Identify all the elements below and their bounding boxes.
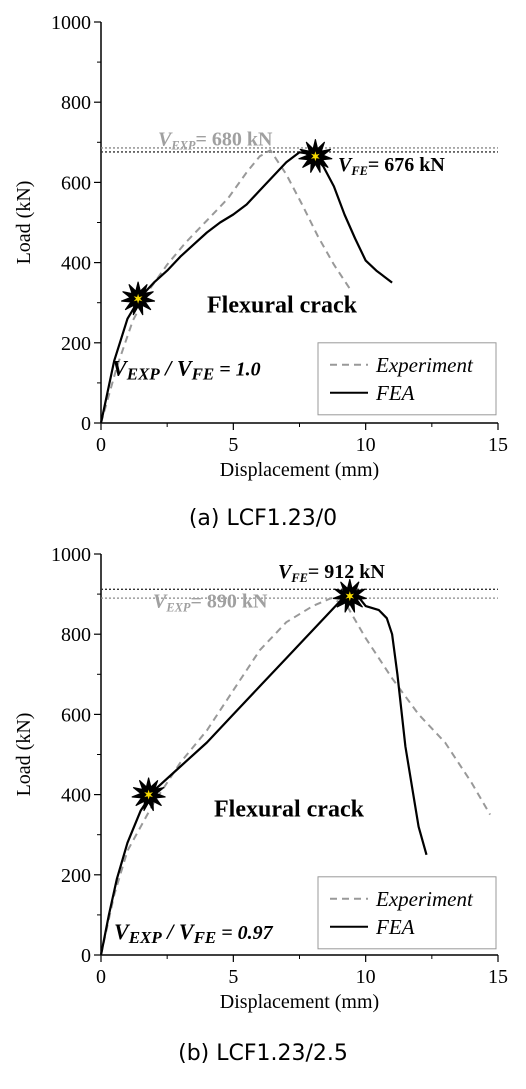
y-axis-label: Load (kN) <box>13 713 35 797</box>
y-tick-label: 600 <box>61 704 91 726</box>
v-subscript: EXP <box>165 601 191 615</box>
crack-burst-core <box>311 151 320 162</box>
v-subscript: EXP <box>170 139 196 153</box>
ratio-value: = 0.97 <box>216 922 273 944</box>
flexural-crack-label: Flexural crack <box>214 797 365 823</box>
x-tick-label: 0 <box>96 966 106 988</box>
ratio-v2: V <box>179 919 196 944</box>
y-tick-label: 800 <box>61 624 91 646</box>
legend-label: Experiment <box>375 353 474 377</box>
crack-burst-core <box>144 789 153 800</box>
ratio-slash: / <box>160 356 177 381</box>
ratio-sub1: EXP <box>128 928 163 947</box>
flexural-crack-label: Flexural crack <box>207 293 358 319</box>
y-tick-label: 400 <box>61 253 91 275</box>
x-tick-label: 10 <box>356 966 376 988</box>
legend-box <box>317 342 497 416</box>
ratio-label: VEXP / VFE = 1.0 <box>112 356 261 384</box>
chart-panel-a: 0 200 400 600 800 1000 0 5 10 15 Displacement (mm)… <box>13 12 508 531</box>
v-symbol: V <box>338 154 353 176</box>
y-tick-label: 0 <box>81 413 91 435</box>
chart-panel-b: 0 200 400 600 800 1000 0 5 10 15 Displacement (mm)… <box>13 544 508 1066</box>
x-tick-label: 5 <box>228 434 238 456</box>
series-fea <box>99 588 428 956</box>
v-value: = 680 kN <box>195 129 273 151</box>
v-subscript: FE <box>350 164 368 178</box>
v-symbol: V <box>153 591 168 613</box>
crack-marker-icon <box>298 139 333 173</box>
y-tick-label: 200 <box>61 865 91 887</box>
v-exp-label: VEXP= 890 kN <box>153 591 268 615</box>
legend-label: FEA <box>375 915 415 939</box>
ratio-label: VEXP / VFE = 0.97 <box>114 919 274 947</box>
x-tick-label: 15 <box>488 966 508 988</box>
x-tick-label: 5 <box>228 966 238 988</box>
crack-burst-core <box>133 293 143 304</box>
ratio-slash: / <box>162 919 179 944</box>
crack-marker-icon <box>332 578 367 613</box>
y-tick-label: 800 <box>61 92 91 114</box>
chart-caption: (a) LCF1.23/0 <box>189 506 337 531</box>
v-fe-label: VFE= 676 kN <box>338 154 445 178</box>
y-tick-label: 1000 <box>51 544 91 566</box>
x-axis-label: Displacement (mm) <box>220 459 379 481</box>
legend-box <box>317 876 497 950</box>
series-experiment <box>100 597 491 956</box>
x-tick-label: 15 <box>488 434 508 456</box>
y-tick-label: 600 <box>61 172 91 194</box>
v-symbol: V <box>278 561 293 583</box>
ratio-sub2: FE <box>193 928 217 947</box>
ratio-v2: V <box>177 356 194 381</box>
v-value: = 676 kN <box>368 154 446 176</box>
chart-caption: (b) LCF1.23/2.5 <box>178 1041 348 1066</box>
v-exp-label: VEXP= 680 kN <box>158 129 273 153</box>
x-axis-label: Displacement (mm) <box>220 991 379 1013</box>
series-fea <box>99 151 393 424</box>
y-tick-label: 200 <box>61 333 91 355</box>
crack-burst-core <box>345 591 355 602</box>
legend-label: Experiment <box>375 887 474 911</box>
x-tick-label: 0 <box>96 434 106 456</box>
ratio-v1: V <box>112 356 129 381</box>
v-symbol: V <box>158 129 173 151</box>
crack-marker-icon <box>121 281 156 316</box>
legend-label: FEA <box>375 381 415 405</box>
ratio-sub2: FE <box>191 365 215 384</box>
crack-marker-icon <box>131 777 166 812</box>
y-axis-label: Load (kN) <box>13 181 35 265</box>
v-subscript: FE <box>290 571 308 585</box>
ratio-value: = 1.0 <box>214 359 260 381</box>
v-fe-label: VFE= 912 kN <box>278 561 385 585</box>
y-tick-label: 0 <box>81 945 91 967</box>
ratio-sub1: EXP <box>126 365 161 384</box>
v-value: = 912 kN <box>308 561 386 583</box>
y-tick-label: 1000 <box>51 12 91 34</box>
ratio-v1: V <box>114 919 131 944</box>
y-tick-label: 400 <box>61 785 91 807</box>
v-value: = 890 kN <box>190 591 268 613</box>
x-tick-label: 10 <box>356 434 376 456</box>
